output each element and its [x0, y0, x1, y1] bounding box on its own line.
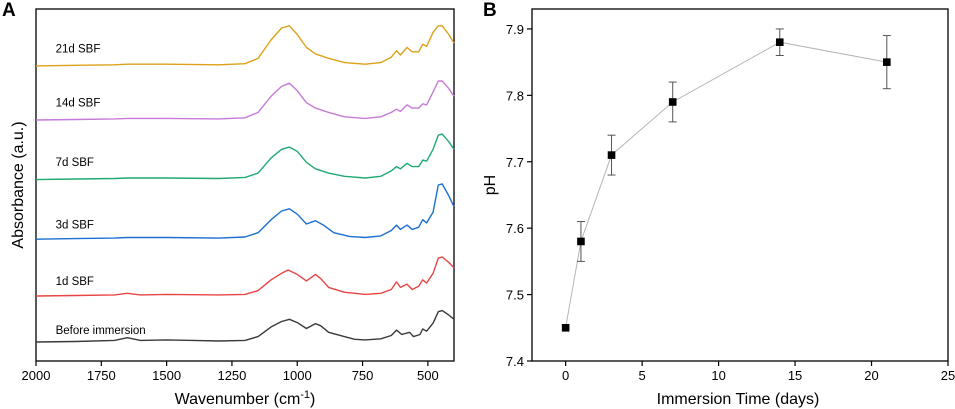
spectrum-line-1 — [35, 256, 455, 297]
panel-b-x-tick-label: 20 — [864, 368, 878, 383]
panel-a-frame — [35, 8, 455, 362]
spectrum-label-2: 3d SBF — [56, 219, 94, 231]
ph-trend-line — [565, 41, 887, 328]
panel-a-x-ticks: 2000 1750 1500 1250 1000 750 500 — [22, 361, 439, 383]
spectrum-line-5 — [35, 25, 455, 67]
panel-b-x-axis-title: Immersion Time (days) — [657, 391, 820, 408]
ph-point-1 — [577, 237, 585, 246]
spectrum-label-1: 1d SBF — [56, 276, 94, 288]
panel-a-x-tick-label: 1250 — [217, 368, 246, 383]
panel-b: B 0 5 10 15 20 25 7.4 7.5 7.6 7.7 7.8 7.9 Immersio… — [482, 0, 955, 408]
panel-b-x-tick-label: 10 — [711, 368, 725, 383]
ph-point-4 — [775, 38, 784, 47]
panel-a-x-tick-label: 750 — [352, 368, 374, 383]
panel-a-spectra — [35, 25, 455, 343]
spectrum-line-3 — [35, 133, 455, 181]
panel-a-x-title-sup: -1 — [300, 389, 310, 401]
spectrum-label-0: Before immersion — [56, 325, 146, 337]
panel-a-x-tick-label: 500 — [417, 368, 439, 383]
panel-a-y-axis-title: Absorbance (a.u.) — [10, 121, 27, 248]
panel-a-x-tick-label: 2000 — [22, 368, 51, 383]
panel-a: A 2000 1750 1500 1250 1000 750 500 Before imme… — [2, 0, 455, 408]
spectrum-label-4: 14d SBF — [56, 97, 101, 109]
spectrum-line-4 — [35, 80, 455, 121]
panel-b-y-tick-label: 7.4 — [506, 354, 524, 369]
panel-a-spectrum-labels: Before immersion 1d SBF 3d SBF 7d SBF 14d SB… — [56, 43, 146, 337]
panel-b-frame — [531, 8, 949, 362]
panel-a-x-tick-label: 1500 — [152, 368, 181, 383]
panel-b-connecting-line — [565, 41, 887, 328]
panel-a-x-tick-label: 1750 — [87, 368, 116, 383]
panel-a-letter: A — [2, 0, 16, 21]
spectrum-label-5: 21d SBF — [56, 43, 101, 55]
ph-point-0 — [561, 323, 570, 332]
spectrum-label-3: 7d SBF — [56, 157, 94, 169]
ph-point-5 — [883, 58, 891, 66]
panel-b-y-tick-label: 7.7 — [506, 155, 524, 170]
panel-b-y-tick-label: 7.6 — [506, 221, 524, 236]
panel-a-x-axis-title: Wavenumber (cm-1) — [175, 389, 316, 408]
panel-a-x-title-close: ) — [310, 391, 315, 408]
panel-b-x-ticks: 0 5 10 15 20 25 — [562, 361, 955, 383]
panel-b-y-tick-label: 7.5 — [506, 288, 524, 303]
panel-b-y-tick-label: 7.8 — [506, 88, 524, 103]
panel-b-x-tick-label: 0 — [562, 368, 569, 383]
panel-b-y-ticks: 7.4 7.5 7.6 7.7 7.8 7.9 — [506, 22, 532, 369]
spectrum-line-2 — [35, 183, 455, 240]
panel-b-error-bars — [576, 28, 891, 262]
panel-b-x-tick-label: 5 — [639, 368, 646, 383]
panel-b-letter: B — [483, 0, 497, 21]
panel-b-x-tick-label: 15 — [788, 368, 802, 383]
panel-b-data-points — [561, 38, 891, 332]
panel-a-x-tick-label: 1000 — [283, 368, 312, 383]
panel-a-x-title-main: Wavenumber (cm — [175, 391, 301, 408]
panel-b-y-axis-title: pH — [482, 175, 499, 195]
panel-b-y-tick-label: 7.9 — [506, 22, 524, 37]
ph-point-3 — [668, 98, 677, 106]
ph-point-2 — [607, 151, 616, 159]
panel-b-x-tick-label: 25 — [941, 368, 955, 383]
spectrum-line-0 — [35, 309, 455, 343]
